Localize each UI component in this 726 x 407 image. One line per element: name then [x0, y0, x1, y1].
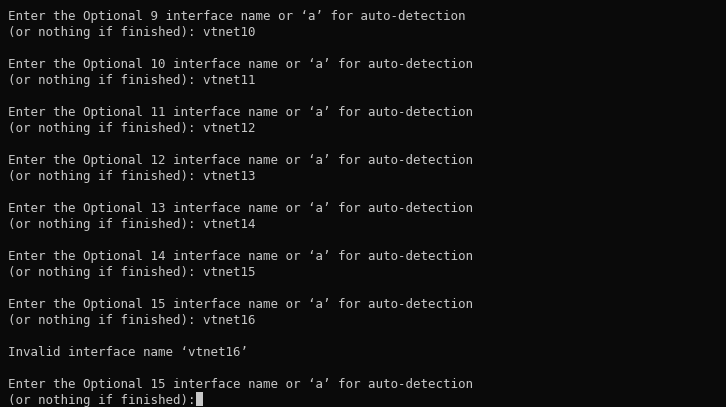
Text: Enter the Optional 15 interface name or ‘a’ for auto-detection: Enter the Optional 15 interface name or … [8, 378, 473, 391]
Bar [196, 392, 203, 406]
Text: Enter the Optional 14 interface name or ‘a’ for auto-detection: Enter the Optional 14 interface name or … [8, 249, 473, 263]
Text: Enter the Optional 15 interface name or ‘a’ for auto-detection: Enter the Optional 15 interface name or … [8, 298, 473, 311]
Text: (or nothing if finished): vtnet16: (or nothing if finished): vtnet16 [8, 314, 256, 326]
Text: Invalid interface name ‘vtnet16’: Invalid interface name ‘vtnet16’ [8, 346, 248, 359]
Text: (or nothing if finished): vtnet10: (or nothing if finished): vtnet10 [8, 26, 256, 39]
Text: Enter the Optional 12 interface name or ‘a’ for auto-detection: Enter the Optional 12 interface name or … [8, 153, 473, 166]
Text: (or nothing if finished): vtnet15: (or nothing if finished): vtnet15 [8, 266, 256, 279]
Text: (or nothing if finished): vtnet14: (or nothing if finished): vtnet14 [8, 218, 256, 231]
Text: Enter the Optional 10 interface name or ‘a’ for auto-detection: Enter the Optional 10 interface name or … [8, 58, 473, 70]
Text: (or nothing if finished): vtnet12: (or nothing if finished): vtnet12 [8, 122, 256, 135]
Text: Enter the Optional 13 interface name or ‘a’ for auto-detection: Enter the Optional 13 interface name or … [8, 201, 473, 214]
Text: (or nothing if finished):: (or nothing if finished): [8, 394, 203, 407]
Text: (or nothing if finished): vtnet13: (or nothing if finished): vtnet13 [8, 170, 256, 183]
Text: Enter the Optional 11 interface name or ‘a’ for auto-detection: Enter the Optional 11 interface name or … [8, 105, 473, 118]
Text: (or nothing if finished): vtnet11: (or nothing if finished): vtnet11 [8, 74, 256, 87]
Text: Enter the Optional 9 interface name or ‘a’ for auto-detection: Enter the Optional 9 interface name or ‘… [8, 10, 465, 23]
